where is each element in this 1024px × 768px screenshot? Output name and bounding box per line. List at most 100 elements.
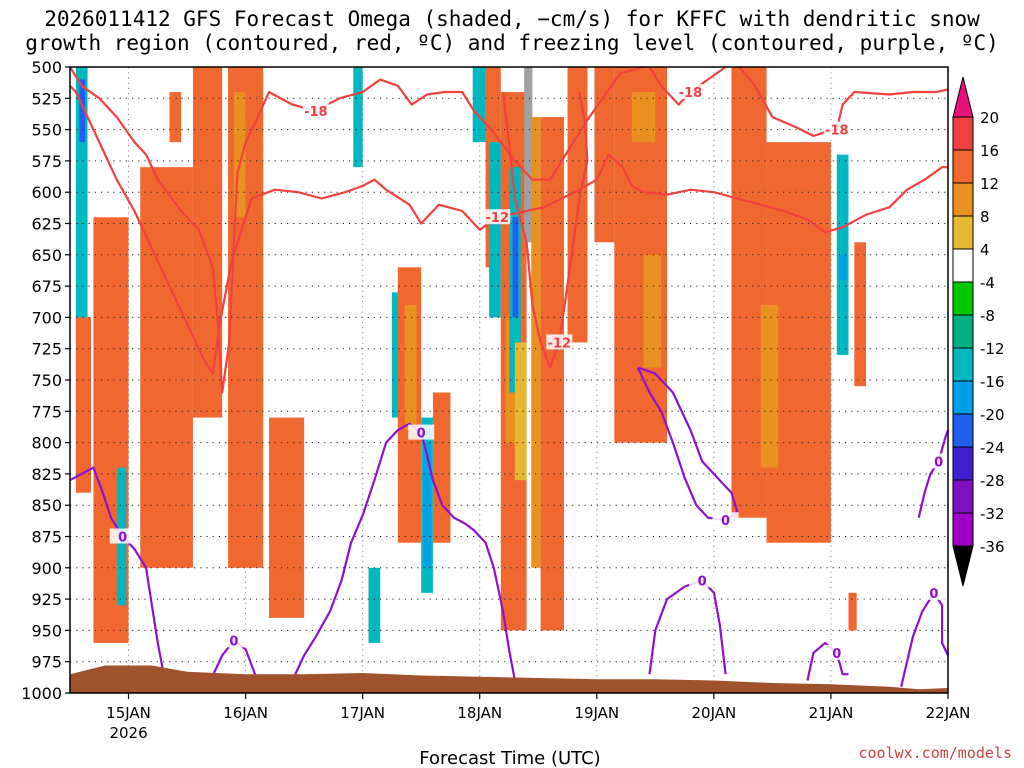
x-tick-label: 15JAN	[106, 704, 151, 722]
omega-shade-7	[169, 92, 182, 143]
y-tick-label: 750	[31, 371, 62, 390]
colorbar-label: -28	[980, 472, 1005, 490]
omega-shade-30	[567, 67, 588, 343]
colorbar-label: -36	[980, 538, 1005, 556]
freezing-label-bg-4	[689, 572, 716, 588]
colorbar-label: 16	[980, 142, 999, 160]
omega-shade-18	[432, 392, 451, 543]
terrain-surface	[70, 665, 948, 693]
terrain-layer	[70, 665, 948, 693]
y-tick-label: 875	[31, 528, 62, 547]
colorbar-swatch-6	[952, 314, 974, 349]
x-tick-label: 19JAN	[574, 704, 619, 722]
freezing-label-bg-2	[220, 632, 247, 648]
freezing-label-bg-1	[408, 424, 435, 440]
omega-shading-layer	[75, 67, 867, 643]
freezing-label-bg-6	[920, 584, 947, 600]
x-tick-label: 17JAN	[340, 704, 385, 722]
colorbar-swatch-2	[952, 182, 974, 217]
colorbar-label: -4	[980, 274, 995, 292]
y-tick-label: 900	[31, 559, 62, 578]
y-tick-label: 1000	[21, 684, 62, 703]
y-tick-label: 625	[31, 215, 62, 234]
colorbar: 20 16 12 8 4 -4 -8 -12 -16 -20 -24 -28 -32 -36	[952, 76, 1005, 587]
omega-shade-39	[839, 254, 847, 280]
colorbar-swatch-7	[952, 347, 974, 382]
omega-shade-33	[631, 92, 656, 143]
freezing-contour-label-2: 0	[229, 634, 238, 649]
colorbar-label: 20	[980, 109, 999, 127]
plot-area: -18 -18 -18 -12 -12 0 0 0 0 0 0 0 0	[69, 65, 952, 694]
dgz-label-bg-3	[484, 209, 511, 225]
omega-shade-13	[391, 292, 402, 418]
colorbar-label: -8	[980, 307, 995, 325]
x-axis-label: Forecast Time (UTC)	[419, 748, 600, 768]
y-tick-label: 725	[31, 340, 62, 359]
freezing-contour-label-7: 0	[934, 455, 943, 470]
freezing-contour-6	[900, 591, 949, 687]
freezing-label-bg-0	[109, 528, 136, 544]
colorbar-low-arrow	[952, 545, 974, 587]
dgz-label-bg-4	[546, 334, 573, 350]
freezing-contour-label-4: 0	[698, 574, 707, 589]
y-tick-label: 775	[31, 402, 62, 421]
x-tick-sublabel: 2026	[109, 724, 147, 742]
omega-shade-6	[192, 67, 223, 418]
chart-title-line-2: growth region (contoured, red, ºC) and f…	[25, 31, 999, 55]
colorbar-label: 12	[980, 175, 999, 193]
freezing-label-bg-3	[712, 512, 739, 528]
x-tick-label: 16JAN	[223, 704, 268, 722]
y-tick-label: 500	[31, 58, 62, 77]
y-tick-label: 650	[31, 246, 62, 265]
omega-shade-41	[848, 592, 857, 631]
colorbar-label: -16	[980, 373, 1005, 391]
freezing-contour-label-3: 0	[721, 514, 730, 529]
colorbar-swatch-8	[952, 380, 974, 415]
colorbar-swatch-4	[952, 248, 974, 283]
omega-shade-17	[423, 442, 431, 568]
omega-shade-26	[514, 342, 527, 481]
colorbar-swatch-5	[952, 281, 974, 316]
omega-shade-10	[269, 417, 305, 618]
dgz-label-bg-1	[677, 84, 704, 100]
chart-title-line-1: 2026011412 GFS Forecast Omega (shaded, −…	[44, 7, 980, 31]
x-axis: 15JAN 2026 16JAN 17JAN 18JAN 19JAN 20JAN 21JAN 2…	[106, 693, 970, 742]
colorbar-high-arrow	[952, 76, 974, 118]
y-tick-label: 850	[31, 496, 62, 515]
omega-shade-31	[594, 67, 615, 243]
colorbar-swatch-11	[952, 479, 974, 514]
y-axis: 500 525 550 575 600 625 650 675 700 725 750 775 800 8…	[21, 58, 70, 703]
colorbar-label: 8	[980, 208, 990, 226]
y-tick-label: 600	[31, 183, 62, 202]
y-tick-label: 825	[31, 465, 62, 484]
omega-shade-34	[643, 254, 662, 368]
omega-shade-1	[79, 79, 86, 143]
colorbar-label: -32	[980, 505, 1005, 523]
dgz-contour-label-0: -18	[304, 105, 328, 120]
colorbar-swatch-0	[952, 116, 974, 151]
colorbar-swatch-12	[952, 512, 974, 547]
omega-shade-2	[75, 317, 92, 493]
omega-shade-21	[489, 142, 501, 318]
dgz-contour-label-4: -12	[548, 336, 572, 351]
y-tick-label: 950	[31, 621, 62, 640]
dgz-contour-label-3: -12	[486, 211, 510, 226]
colorbar-label: -12	[980, 340, 1005, 358]
freezing-contour-label-6: 0	[929, 587, 938, 602]
omega-shade-19	[472, 67, 486, 143]
y-tick-label: 550	[31, 121, 62, 140]
x-tick-label: 22JAN	[926, 704, 971, 722]
freezing-contour-label-1: 0	[417, 427, 426, 442]
omega-shade-0	[75, 67, 88, 318]
y-tick-label: 800	[31, 434, 62, 453]
credit-text: coolwx.com/models	[858, 744, 1012, 762]
omega-shade-37	[760, 304, 779, 468]
colorbar-label: -20	[980, 406, 1005, 424]
colorbar-label: 4	[980, 241, 990, 259]
dgz-label-bg-0	[302, 102, 329, 118]
dgz-contour-4	[502, 91, 589, 369]
omega-shade-9	[233, 92, 246, 218]
freezing-contour-label-5: 0	[832, 647, 841, 662]
freezing-label-bg-7	[925, 453, 952, 469]
colorbar-swatch-1	[952, 149, 974, 184]
